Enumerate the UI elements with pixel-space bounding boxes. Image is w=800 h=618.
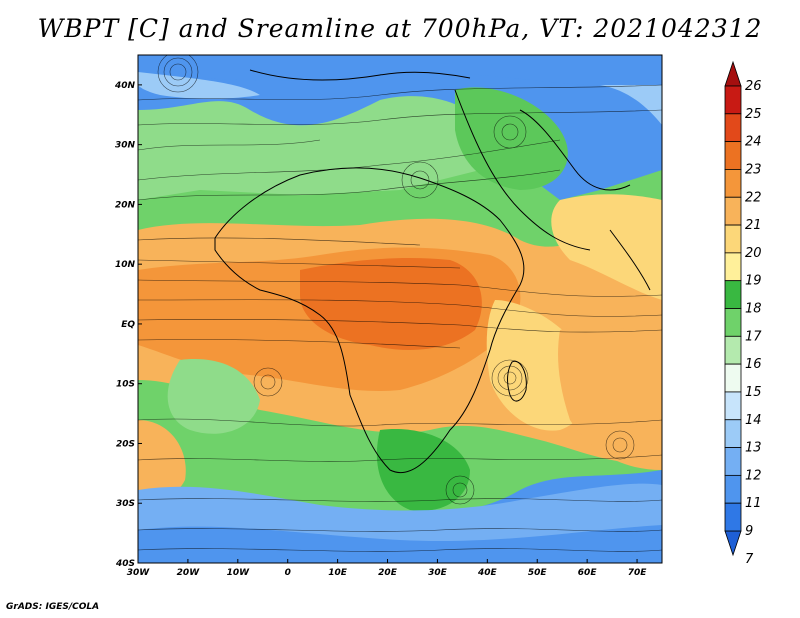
colorbar-level-label: 13 — [745, 441, 762, 456]
grads-credit: GrADS: IGES/COLA — [6, 602, 100, 612]
colorbar-swatch — [724, 335, 742, 365]
colorbar-min-arrow — [724, 530, 742, 557]
lon-tick-label: 70E — [628, 568, 648, 578]
colorbar-swatch — [724, 141, 742, 170]
colorbar-level-label: 15 — [745, 385, 762, 400]
lon-tick-label: 30E — [428, 568, 448, 578]
colorbar-level-label: 12 — [745, 468, 762, 483]
colorbar-swatch — [724, 196, 742, 226]
colorbar-swatch — [724, 169, 742, 198]
axis-ticks: 30W 20W 10W 0 10E 20E 30E 40E 50E 60E 70E 40N 30N 20N… — [114, 81, 647, 578]
lat-tick-label: 30S — [116, 499, 135, 509]
coastlines — [214, 69, 651, 474]
colorbar-max-arrow — [724, 60, 742, 87]
chart-title: WBPT [C] and Sreamline at 700hPa, VT: 20… — [37, 14, 763, 43]
lat-tick-label: 10S — [116, 380, 135, 390]
streamlines — [138, 55, 662, 552]
lat-tick-label: 20N — [115, 200, 136, 210]
colorbar-level-label: 21 — [745, 218, 762, 233]
lat-tick-label: 10N — [115, 260, 136, 270]
map-plot-area — [138, 55, 662, 563]
lat-tick-label: 30N — [115, 141, 136, 151]
colorbar-swatch — [724, 85, 742, 115]
colorbar-level-label: 23 — [745, 162, 762, 177]
temperature-field — [138, 55, 662, 563]
colorbar-level-label: 24 — [745, 135, 762, 150]
lat-tick-label: 40S — [115, 559, 135, 569]
colorbar-swatch — [724, 447, 742, 476]
lon-tick-label: 50E — [528, 568, 548, 578]
lon-tick-label: 20W — [177, 568, 201, 578]
lon-tick-label: 40E — [477, 568, 498, 578]
colorbar-level-label: 17 — [745, 329, 762, 344]
colorbar-level-label: 22 — [745, 190, 762, 205]
colorbar-swatch — [724, 113, 742, 143]
colorbar-level-label: 18 — [745, 302, 762, 317]
colorbar-swatch — [724, 224, 742, 254]
colorbar-level-label: 25 — [745, 107, 762, 122]
colorbar-level-label: 11 — [745, 496, 762, 511]
colorbar-swatch — [724, 363, 742, 393]
colorbar-level-label: 16 — [745, 357, 762, 372]
colorbar-swatch — [724, 252, 742, 282]
colorbar-swatch — [724, 391, 742, 421]
colorbar-level-label: 9 — [745, 524, 753, 539]
colorbar-level-label: 26 — [745, 79, 762, 94]
colorbar-level-label: 7 — [745, 552, 754, 567]
colorbar-swatch — [724, 474, 742, 504]
colorbar-level-label: 19 — [745, 274, 762, 289]
colorbar-swatch — [724, 502, 742, 532]
lat-tick-label: 20S — [116, 439, 135, 449]
lon-tick-label: 60E — [578, 568, 598, 578]
colorbar-level-label: 14 — [745, 413, 762, 428]
colorbar-swatch — [724, 419, 742, 448]
colorbar-swatch — [724, 308, 742, 337]
plot-frame — [137, 54, 663, 564]
lon-tick-label: 10E — [328, 568, 348, 578]
colorbar: 7 9 11 12 13 14 15 16 17 18 19 20 21 22 23 24 25 26 — [724, 60, 762, 567]
lon-tick-label: 20E — [378, 568, 398, 578]
lon-tick-label: 0 — [285, 568, 291, 578]
lon-tick-label: 10W — [227, 568, 251, 578]
colorbar-swatch — [724, 280, 742, 309]
lat-tick-label: 40N — [114, 81, 136, 91]
colorbar-level-label: 20 — [745, 246, 762, 261]
lat-tick-label: EQ — [121, 320, 135, 330]
lon-tick-label: 30W — [127, 568, 151, 578]
